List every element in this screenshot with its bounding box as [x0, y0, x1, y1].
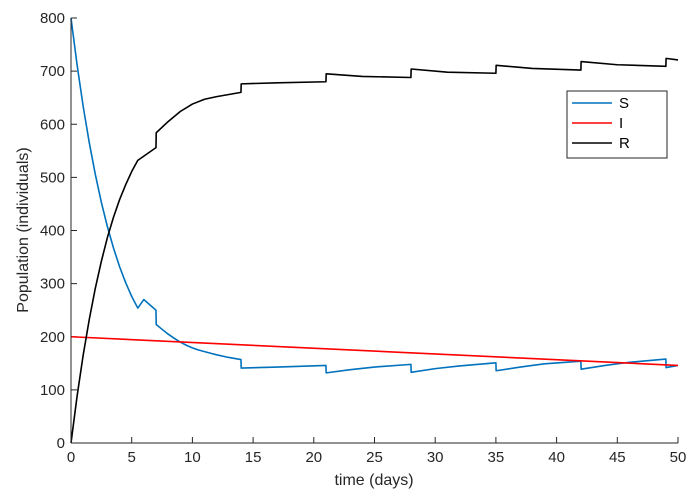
series-line-r: [70, 57, 679, 444]
x-tick-label: 30: [427, 449, 444, 466]
series-line-s: [70, 17, 679, 374]
y-tick-label: 400: [40, 223, 65, 240]
x-tick-label: 15: [245, 449, 262, 466]
y-tick-label: 700: [40, 63, 65, 80]
x-tick-label: 0: [67, 449, 75, 466]
x-tick-label: 50: [670, 449, 687, 466]
series-line-i: [70, 335, 679, 367]
x-tick-label: 35: [488, 449, 505, 466]
y-tick-label: 200: [40, 329, 65, 346]
legend-label-s: S: [619, 95, 629, 112]
x-tick-label: 40: [548, 449, 565, 466]
x-tick-label: 10: [184, 449, 201, 466]
legend-box: [566, 90, 668, 159]
y-tick-label: 500: [40, 169, 65, 186]
legend: S I R: [566, 90, 668, 159]
y-tick-label: 800: [40, 10, 65, 27]
x-axis-title: time (days): [334, 472, 413, 489]
y-tick-label: 100: [40, 382, 65, 399]
y-tick-label: 300: [40, 276, 65, 293]
x-tick-label: 5: [128, 449, 136, 466]
series-layer: [70, 17, 679, 444]
x-tick-label: 25: [366, 449, 383, 466]
x-tick-label: 20: [305, 449, 322, 466]
y-axis-title: Population (individuals): [15, 147, 32, 312]
ticks: 0 5 10 15 20 25 30 35 40 45 5001002003004005006007…: [40, 10, 686, 466]
legend-label-r: R: [619, 135, 630, 152]
legend-label-i: I: [619, 115, 623, 132]
x-tick-label: 45: [609, 449, 626, 466]
y-tick-label: 600: [40, 116, 65, 133]
axes: [70, 18, 678, 444]
plot-area: [71, 18, 678, 443]
y-tick-label: 0: [57, 435, 65, 452]
